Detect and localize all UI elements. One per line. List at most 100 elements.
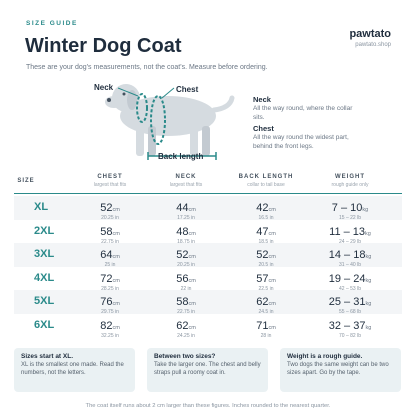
- cell-sub: 20.25 in: [177, 262, 195, 269]
- column-subtitle: largest that fits: [169, 182, 203, 188]
- cell-sub: 24.25 in: [177, 333, 195, 339]
- column-subtitle: collar to tail base: [247, 182, 285, 188]
- cell-unit: cm: [268, 325, 276, 331]
- cell-value: 7 – 10: [331, 202, 363, 214]
- size-label: 6XL: [34, 319, 55, 331]
- size-label: 2XL: [34, 224, 55, 237]
- cell: 42cm 16.5 in: [231, 198, 301, 221]
- cell: 58cm 22.75 in: [151, 292, 221, 315]
- size-label: 3XL: [34, 248, 55, 261]
- cell: 62cm 24.5 in: [231, 292, 301, 315]
- tip-title: Sizes start at XL.: [21, 353, 74, 360]
- header-rule: [14, 193, 402, 194]
- cell: 58cm 22.75 in: [75, 222, 145, 245]
- cell: 25 – 31kg 55 – 68 lb: [315, 292, 385, 315]
- cell-sub: 16.5 in: [258, 215, 274, 221]
- cell-value: 52: [256, 249, 269, 262]
- cell: 76cm 29.75 in: [75, 292, 145, 315]
- cell-sub: 20.5 in: [258, 262, 274, 269]
- column-header: BACK LENGTH collar to tail base: [226, 174, 306, 188]
- column-subtitle: rough guide only: [331, 182, 369, 188]
- cell-sub: 22 in: [180, 285, 192, 292]
- size-label: 5XL: [34, 295, 55, 308]
- cell: 47cm 18.5 in: [231, 222, 301, 245]
- cell-value: 32 – 37: [328, 320, 366, 332]
- cell-value: 58: [176, 296, 189, 309]
- cell-sub: 55 – 68 lb: [339, 309, 361, 316]
- cell-value: 71: [256, 320, 269, 332]
- dog-illustration: [105, 84, 235, 160]
- cell-value: 11 – 13: [329, 225, 366, 238]
- tip-text: XL is the smallest one made. Read the nu…: [21, 362, 124, 377]
- cell-main: 52cm: [151, 245, 221, 263]
- cell-sub: 22.75 in: [177, 309, 195, 316]
- cell-value: 44: [176, 202, 189, 214]
- cell-unit: kg: [362, 207, 369, 213]
- cell-main: 52cm: [231, 245, 301, 263]
- note-title: Chest: [253, 124, 274, 133]
- cell-value: 42: [256, 202, 269, 214]
- cell-main: 47cm: [231, 222, 301, 240]
- cell-sub: 24 – 29 lb: [339, 238, 361, 245]
- cell-main: 19 – 24kg: [315, 269, 385, 287]
- cell-main: 11 – 13kg: [315, 222, 385, 240]
- cell-unit: cm: [268, 230, 276, 237]
- cell-unit: cm: [188, 277, 196, 284]
- neck-note: Neck All the way round, where the collar …: [253, 95, 353, 122]
- cell-unit: kg: [365, 301, 372, 308]
- cell-sub: 28 in: [260, 333, 272, 339]
- cell-unit: cm: [188, 301, 196, 308]
- note-title: Neck: [253, 95, 271, 104]
- cell-main: 44cm: [151, 198, 221, 216]
- cell-sub: 24.5 in: [258, 309, 274, 316]
- cell-main: 72cm: [75, 269, 145, 287]
- cell-value: 52: [176, 249, 189, 262]
- cell-sub: 70 – 82 lb: [339, 333, 361, 339]
- cell-sub: 29.75 in: [101, 309, 119, 316]
- cell-main: 57cm: [231, 269, 301, 287]
- cell-value: 47: [256, 225, 269, 238]
- cell-main: 71cm: [231, 316, 301, 334]
- size-label: 4XL: [34, 271, 55, 284]
- cell-main: 32 – 37kg: [315, 316, 385, 334]
- cell-unit: cm: [268, 254, 276, 261]
- cell-main: 58cm: [75, 222, 145, 240]
- column-subtitle: largest that fits: [93, 182, 127, 188]
- cell: 57cm 22.5 in: [231, 269, 301, 292]
- cell: 32 – 37kg 70 – 82 lb: [315, 316, 385, 339]
- cell-value: 82: [100, 320, 113, 332]
- cell-value: 58: [100, 225, 113, 238]
- cell-unit: cm: [188, 207, 196, 213]
- cell-main: 82cm: [75, 316, 145, 334]
- cell-unit: kg: [365, 277, 372, 284]
- cell-unit: cm: [112, 325, 120, 331]
- cell-main: 76cm: [75, 292, 145, 310]
- cell-main: 62cm: [151, 316, 221, 334]
- cell-value: 14 – 18: [328, 249, 366, 262]
- cell: 44cm 17.25 in: [151, 198, 221, 221]
- table-row: XL 52cm 20.25 in 44cm 17.25 in 42cm 16.5 in 7 –…: [14, 196, 402, 221]
- cell-main: 7 – 10kg: [315, 198, 385, 216]
- cell-main: 14 – 18kg: [315, 245, 385, 263]
- cell: 52cm 20.25 in: [75, 198, 145, 221]
- cell-unit: cm: [268, 277, 276, 284]
- cell-unit: cm: [112, 207, 120, 213]
- title: Winter Dog Coat: [25, 35, 182, 57]
- eyebrow: SIZE GUIDE: [26, 20, 78, 27]
- cell-value: 56: [176, 272, 189, 285]
- cell-unit: cm: [112, 230, 120, 237]
- cell-main: 62cm: [231, 292, 301, 310]
- cell: 71cm 28 in: [231, 316, 301, 339]
- tip: Between two sizes? Take the larger one. T…: [147, 348, 268, 392]
- table-row: 2XL 58cm 22.75 in 48cm 18.75 in 47cm 18.5 in 11…: [14, 219, 402, 245]
- cell-unit: cm: [188, 254, 196, 261]
- cell-unit: cm: [112, 254, 120, 261]
- size-label: XL: [34, 201, 49, 213]
- cell-unit: cm: [112, 277, 120, 284]
- cell-unit: cm: [268, 207, 276, 213]
- cell: 62cm 24.25 in: [151, 316, 221, 339]
- cell-unit: cm: [188, 230, 196, 237]
- tip-text: Take the larger one. The chest and belly…: [154, 362, 261, 377]
- table-row: 3XL 64cm 25 in 52cm 20.25 in 52cm 20.5 in 14 – …: [14, 243, 402, 269]
- cell-unit: cm: [188, 325, 196, 331]
